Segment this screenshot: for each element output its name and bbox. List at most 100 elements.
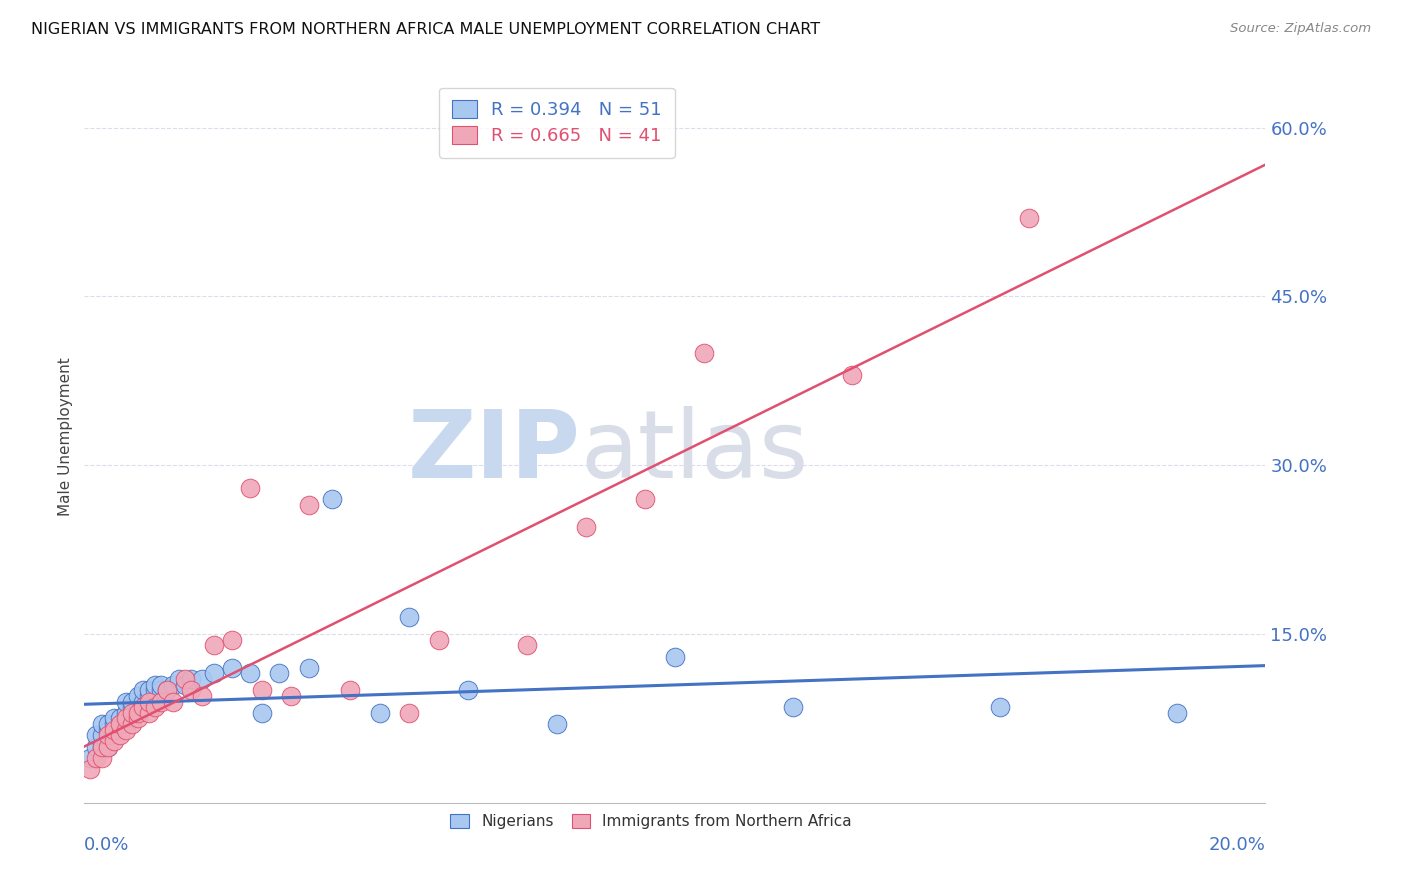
- Point: [202, 638, 225, 652]
- Point: [150, 678, 173, 692]
- Point: [127, 700, 149, 714]
- Point: [156, 683, 179, 698]
- Point: [150, 683, 173, 698]
- Point: [79, 762, 101, 776]
- Point: [398, 610, 420, 624]
- Point: [250, 706, 273, 720]
- Point: [143, 678, 166, 692]
- Point: [841, 368, 863, 383]
- Point: [103, 711, 125, 725]
- Point: [427, 632, 450, 647]
- Point: [221, 632, 243, 647]
- Point: [121, 700, 143, 714]
- Legend: Nigerians, Immigrants from Northern Africa: Nigerians, Immigrants from Northern Afri…: [444, 808, 858, 836]
- Point: [180, 683, 202, 698]
- Point: [108, 728, 131, 742]
- Point: [138, 706, 160, 720]
- Point: [108, 711, 131, 725]
- Text: 0.0%: 0.0%: [84, 836, 129, 854]
- Point: [457, 683, 479, 698]
- Point: [91, 751, 114, 765]
- Point: [121, 706, 143, 720]
- Point: [97, 728, 120, 742]
- Point: [239, 666, 262, 681]
- Point: [664, 649, 686, 664]
- Point: [103, 728, 125, 742]
- Point: [103, 717, 125, 731]
- Point: [150, 694, 173, 708]
- Point: [368, 706, 391, 720]
- Point: [173, 678, 195, 692]
- Point: [132, 694, 155, 708]
- Point: [239, 481, 262, 495]
- Text: atlas: atlas: [581, 406, 808, 498]
- Y-axis label: Male Unemployment: Male Unemployment: [58, 358, 73, 516]
- Point: [575, 520, 598, 534]
- Point: [127, 689, 149, 703]
- Point: [97, 717, 120, 731]
- Point: [1018, 211, 1040, 225]
- Point: [339, 683, 361, 698]
- Point: [84, 751, 107, 765]
- Point: [173, 672, 195, 686]
- Text: NIGERIAN VS IMMIGRANTS FROM NORTHERN AFRICA MALE UNEMPLOYMENT CORRELATION CHART: NIGERIAN VS IMMIGRANTS FROM NORTHERN AFR…: [31, 22, 820, 37]
- Text: ZIP: ZIP: [408, 406, 581, 498]
- Point: [84, 728, 107, 742]
- Point: [321, 491, 343, 506]
- Point: [84, 739, 107, 754]
- Point: [546, 717, 568, 731]
- Point: [180, 672, 202, 686]
- Point: [127, 711, 149, 725]
- Point: [91, 717, 114, 731]
- Point: [138, 694, 160, 708]
- Point: [693, 345, 716, 359]
- Point: [91, 739, 114, 754]
- Point: [114, 723, 136, 737]
- Point: [103, 723, 125, 737]
- Point: [132, 683, 155, 698]
- Point: [782, 700, 804, 714]
- Point: [91, 728, 114, 742]
- Point: [191, 672, 214, 686]
- Point: [516, 638, 538, 652]
- Point: [121, 717, 143, 731]
- Point: [191, 689, 214, 703]
- Point: [121, 711, 143, 725]
- Point: [114, 706, 136, 720]
- Point: [162, 678, 184, 692]
- Point: [103, 734, 125, 748]
- Point: [97, 739, 120, 754]
- Point: [138, 689, 160, 703]
- Point: [91, 739, 114, 754]
- Point: [298, 498, 321, 512]
- Point: [280, 689, 302, 703]
- Point: [250, 683, 273, 698]
- Point: [79, 751, 101, 765]
- Point: [143, 683, 166, 698]
- Point: [121, 694, 143, 708]
- Point: [138, 683, 160, 698]
- Point: [634, 491, 657, 506]
- Text: Source: ZipAtlas.com: Source: ZipAtlas.com: [1230, 22, 1371, 36]
- Point: [97, 739, 120, 754]
- Point: [132, 700, 155, 714]
- Point: [143, 700, 166, 714]
- Point: [202, 666, 225, 681]
- Point: [114, 694, 136, 708]
- Point: [156, 683, 179, 698]
- Point: [114, 711, 136, 725]
- Point: [988, 700, 1011, 714]
- Text: 20.0%: 20.0%: [1209, 836, 1265, 854]
- Point: [221, 661, 243, 675]
- Point: [398, 706, 420, 720]
- Point: [108, 723, 131, 737]
- Point: [1166, 706, 1188, 720]
- Point: [269, 666, 291, 681]
- Point: [114, 717, 136, 731]
- Point: [127, 706, 149, 720]
- Point: [108, 717, 131, 731]
- Point: [97, 723, 120, 737]
- Point: [167, 672, 190, 686]
- Point: [298, 661, 321, 675]
- Point: [162, 694, 184, 708]
